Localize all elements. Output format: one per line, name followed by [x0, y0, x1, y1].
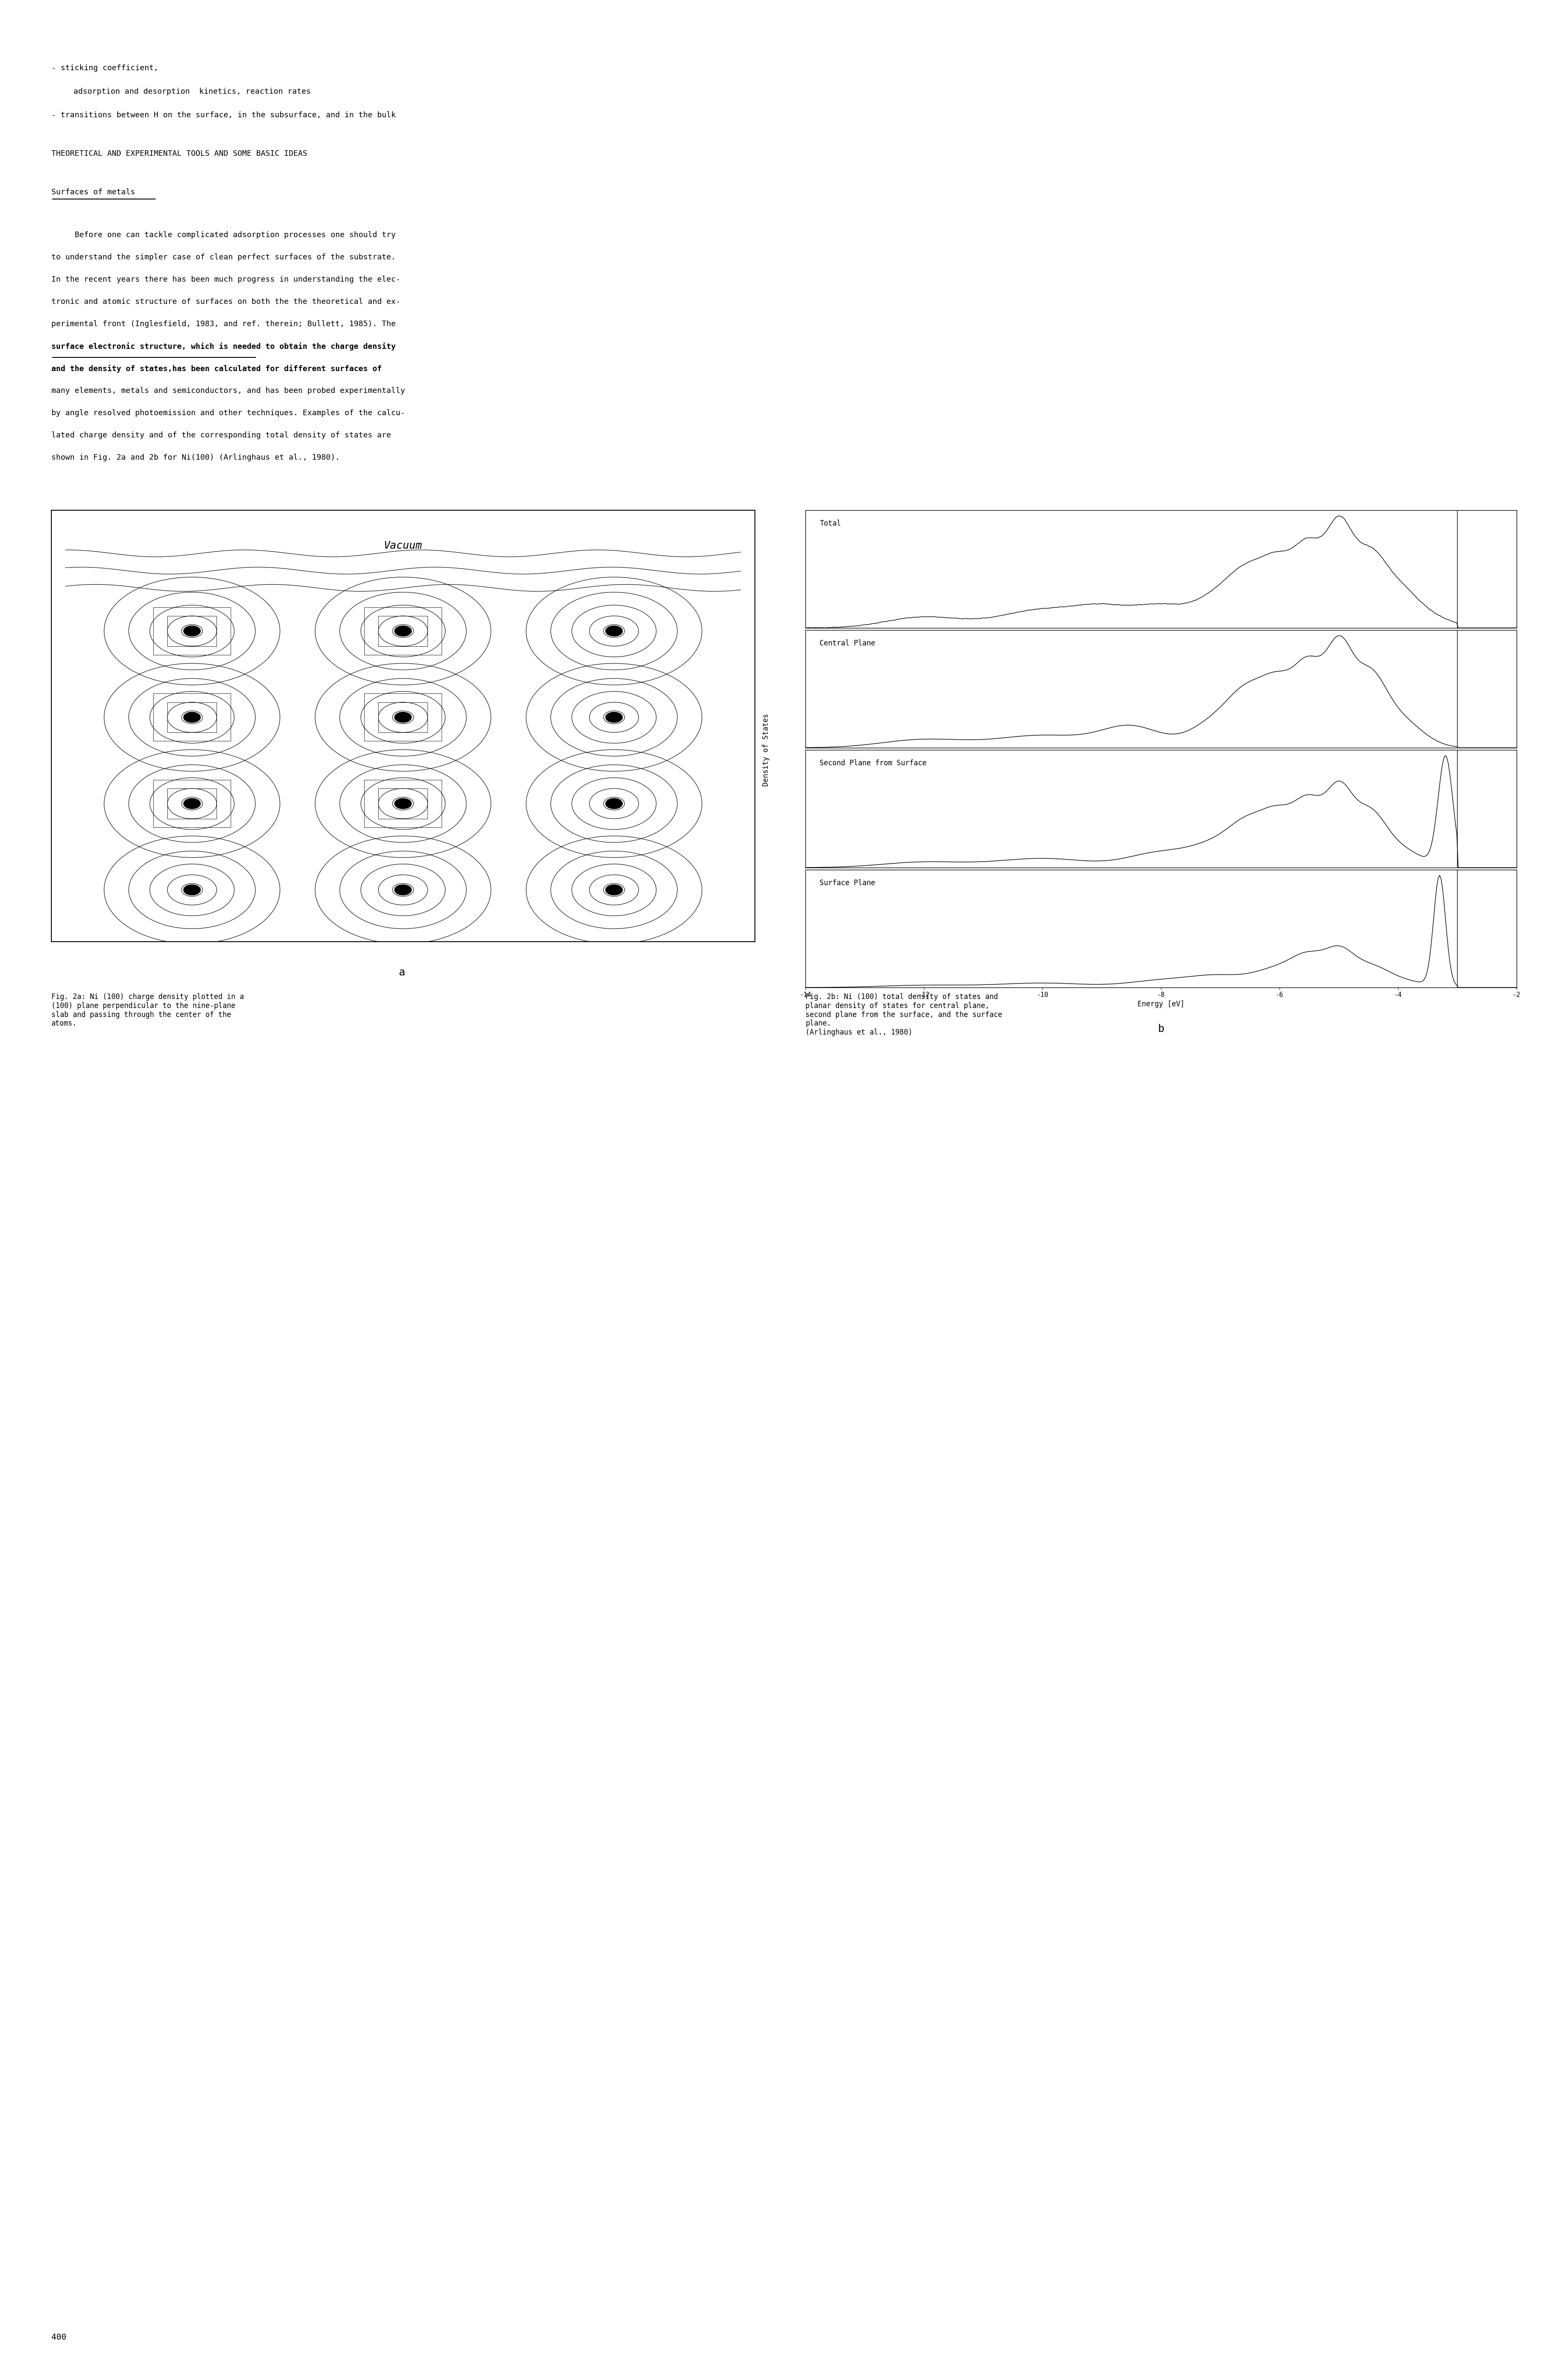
Text: shown in Fig. 2a and 2b for Ni(100) (Arlinghaus et al., 1980).: shown in Fig. 2a and 2b for Ni(100) (Arl… — [52, 454, 340, 461]
Text: b: b — [1157, 1024, 1163, 1034]
Text: Total: Total — [820, 520, 840, 527]
Text: Before one can tackle complicated adsorption processes one should try: Before one can tackle complicated adsorp… — [52, 230, 395, 240]
Circle shape — [395, 713, 411, 722]
Bar — [168, 615, 216, 646]
Circle shape — [395, 884, 411, 896]
Circle shape — [605, 625, 622, 637]
Text: surface electronic structure, which is needed to obtain the charge density: surface electronic structure, which is n… — [52, 342, 395, 352]
Bar — [378, 789, 428, 820]
Circle shape — [183, 884, 201, 896]
Text: to understand the simpler case of clean perfect surfaces of the substrate.: to understand the simpler case of clean … — [52, 254, 395, 261]
Text: Second Plane from Surface: Second Plane from Surface — [820, 760, 927, 767]
Bar — [154, 779, 230, 827]
Text: and the density of states,has been calculated for different surfaces of: and the density of states,has been calcu… — [52, 364, 381, 373]
Text: Central Plane: Central Plane — [820, 639, 875, 646]
Bar — [168, 789, 216, 820]
Bar — [364, 779, 442, 827]
Bar — [364, 694, 442, 741]
Circle shape — [395, 625, 411, 637]
Text: Density of States: Density of States — [762, 713, 770, 786]
Text: Surface Plane: Surface Plane — [820, 879, 875, 886]
Bar — [154, 608, 230, 656]
Circle shape — [605, 798, 622, 808]
Text: Fig. 2a: Ni (100) charge density plotted in a
(100) plane perpendicular to the n: Fig. 2a: Ni (100) charge density plotted… — [52, 993, 245, 1026]
Text: a: a — [398, 967, 405, 977]
Bar — [364, 608, 442, 656]
Text: Vacuum: Vacuum — [384, 539, 422, 551]
Bar — [154, 694, 230, 741]
Text: adsorption and desorption  kinetics, reaction rates: adsorption and desorption kinetics, reac… — [64, 88, 310, 95]
Text: lated charge density and of the corresponding total density of states are: lated charge density and of the correspo… — [52, 432, 390, 440]
Text: perimental front (Inglesfield, 1983, and ref. therein; Bullett, 1985). The: perimental front (Inglesfield, 1983, and… — [52, 321, 395, 328]
Text: tronic and atomic structure of surfaces on both the the theoretical and ex-: tronic and atomic structure of surfaces … — [52, 297, 400, 307]
Text: In the recent years there has been much progress in understanding the elec-: In the recent years there has been much … — [52, 276, 400, 283]
X-axis label: Energy [eV]: Energy [eV] — [1137, 1000, 1184, 1007]
Circle shape — [605, 884, 622, 896]
Text: Fig. 2b: Ni (100) total density of states and
planar density of states for centr: Fig. 2b: Ni (100) total density of state… — [806, 993, 1002, 1036]
Circle shape — [183, 625, 201, 637]
Circle shape — [395, 798, 411, 808]
Text: 400: 400 — [52, 2333, 66, 2340]
Circle shape — [183, 798, 201, 808]
Circle shape — [183, 713, 201, 722]
Bar — [378, 615, 428, 646]
Bar — [168, 703, 216, 732]
Text: many elements, metals and semiconductors, and has been probed experimentally: many elements, metals and semiconductors… — [52, 387, 405, 394]
Text: by angle resolved photoemission and other techniques. Examples of the calcu-: by angle resolved photoemission and othe… — [52, 409, 405, 416]
Text: - sticking coefficient,: - sticking coefficient, — [52, 64, 158, 71]
Bar — [378, 703, 428, 732]
Text: THEORETICAL AND EXPERIMENTAL TOOLS AND SOME BASIC IDEAS: THEORETICAL AND EXPERIMENTAL TOOLS AND S… — [52, 150, 307, 157]
Text: - transitions between H on the surface, in the subsurface, and in the bulk: - transitions between H on the surface, … — [52, 112, 395, 119]
Circle shape — [605, 713, 622, 722]
Text: Surfaces of metals: Surfaces of metals — [52, 188, 135, 197]
